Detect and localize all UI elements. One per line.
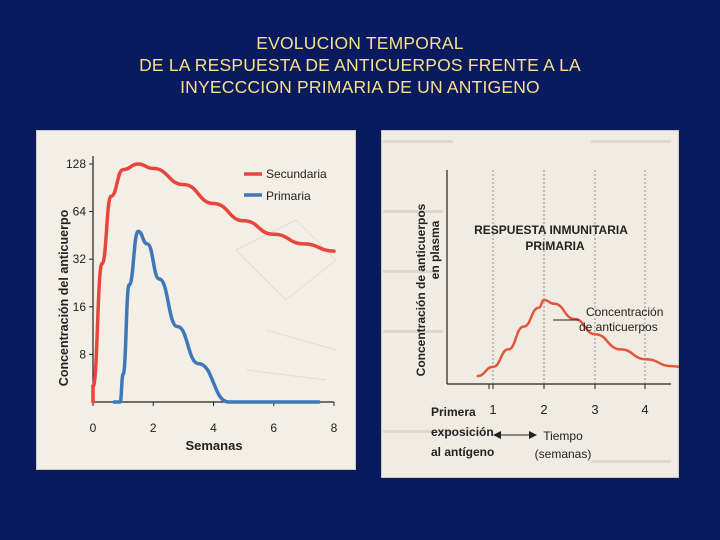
primary-response-panel: Concentración de anticuerpos en plasma R… <box>381 130 699 478</box>
left-y-label: Concentración del anticuerpo <box>57 209 71 386</box>
title-line-1: EVOLUCION TEMPORAL <box>256 33 464 53</box>
first-exposure-1: Primera <box>431 405 476 419</box>
series-line-secundaria <box>91 162 336 404</box>
left-y-tick-label: 128 <box>66 157 86 171</box>
left-y-tick-label: 64 <box>73 205 87 219</box>
time-arrow-tail <box>493 431 501 439</box>
annotation-line-2: de anticuerpos <box>579 320 658 334</box>
left-x-tick-label: 6 <box>270 421 277 435</box>
left-y-tick-label: 8 <box>79 347 86 361</box>
right-x-label-2: (semanas) <box>535 447 592 461</box>
first-exposure-3: al antígeno <box>431 445 494 459</box>
left-x-tick-label: 4 <box>210 421 217 435</box>
antibody-chart: Concentración del anticuerpo Semanas 8 16… <box>57 156 338 453</box>
left-x-label: Semanas <box>185 438 242 453</box>
first-exposure-2: exposición <box>431 425 494 439</box>
right-x-tick-label: 3 <box>591 402 598 417</box>
left-y-tick-label: 16 <box>73 300 87 314</box>
right-x-tick-label: 4 <box>641 402 648 417</box>
left-legend: Secundaria Primaria <box>244 167 327 203</box>
slide-title: EVOLUCION TEMPORAL DE LA RESPUESTA DE AN… <box>0 32 720 98</box>
right-x-label-1: Tiempo <box>543 429 583 443</box>
legend-label-primaria: Primaria <box>266 189 311 203</box>
series-line-primaria <box>112 229 321 404</box>
left-x-tick-label: 8 <box>331 421 338 435</box>
left-y-tick-label: 32 <box>73 252 87 266</box>
right-x-tick-label: 2 <box>540 402 547 417</box>
antibody-chart-panel: Concentración del anticuerpo Semanas 8 16… <box>36 130 356 470</box>
annotation-line-1: Concentración <box>586 305 663 319</box>
right-y-label-1: Concentración de anticuerpos <box>414 203 428 376</box>
series-line-antibody-concentration <box>476 298 699 378</box>
left-x-tick-label: 0 <box>90 421 97 435</box>
right-title-1: RESPUESTA INMUNITARIA <box>474 223 628 237</box>
legend-label-secundaria: Secundaria <box>266 167 327 181</box>
right-title-2: PRIMARIA <box>525 239 585 253</box>
left-x-tick-label: 2 <box>150 421 157 435</box>
title-line-3: INYECCCION PRIMARIA DE UN ANTIGENO <box>180 77 540 97</box>
right-y-label-2: en plasma <box>428 220 442 279</box>
title-line-2: DE LA RESPUESTA DE ANTICUERPOS FRENTE A … <box>139 55 581 75</box>
primary-response-chart: Concentración de anticuerpos en plasma R… <box>383 140 699 463</box>
time-arrow-head <box>529 431 537 439</box>
right-x-tick-label: 1 <box>489 402 496 417</box>
